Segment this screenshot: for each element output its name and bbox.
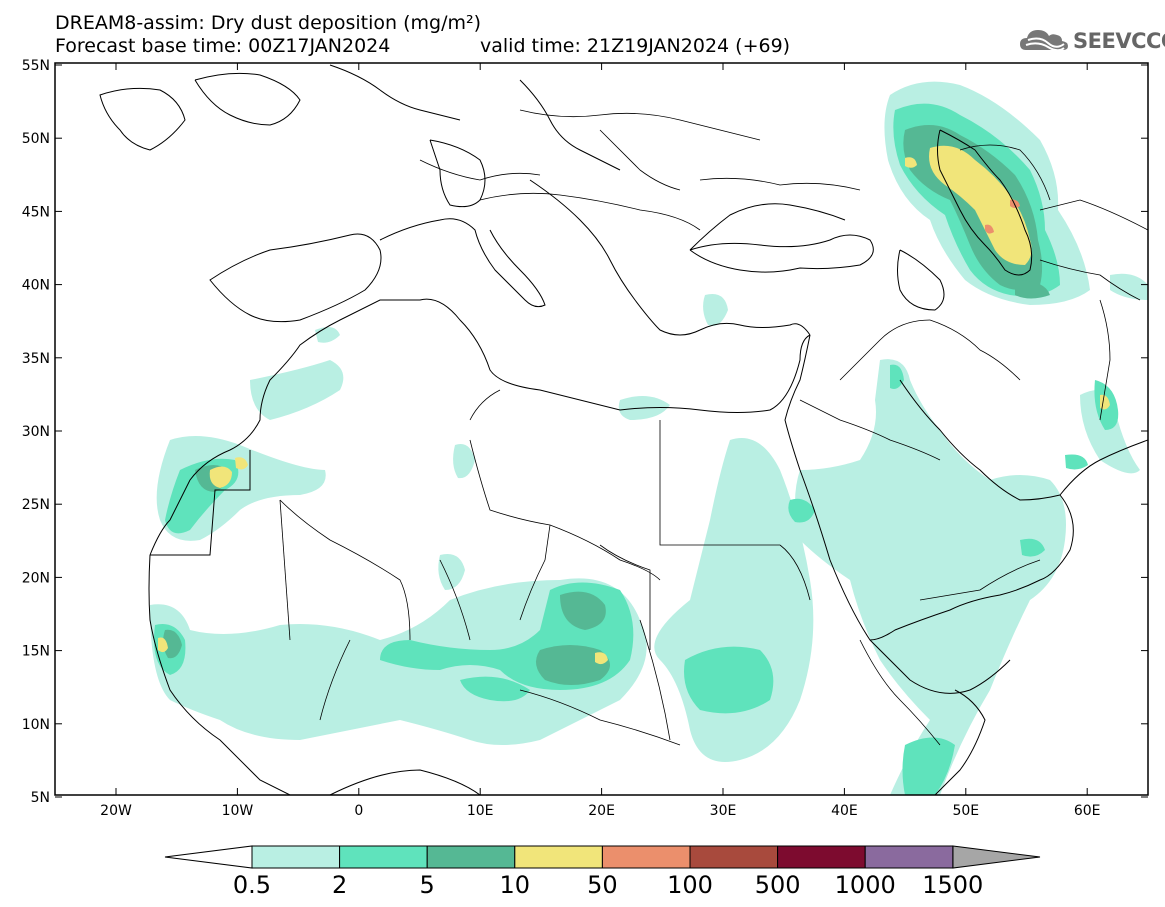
colorbar-left-arrow [164,845,253,869]
lon-axis: 20W 10W 0 10E 20E 30E 40E 50E 60E [100,63,1101,819]
colorbar-segment [777,845,866,869]
lon-label: 60E [1074,803,1101,819]
borders [279,109,1148,746]
lat-label: 20N [22,570,50,586]
lat-label: 35N [22,351,50,367]
colorbar: 0.5 2 5 10 50 100 500 1000 1500 [164,845,1041,899]
lat-label: 5N [31,790,50,806]
colorbar-label: 100 [667,871,713,899]
lat-label: 45N [22,204,50,220]
colorbar-label: 500 [755,871,801,899]
map-subtitle: Forecast base time: 00Z17JAN2024 valid ti… [55,35,790,57]
lon-label: 50E [952,803,979,819]
lon-label: 20E [588,803,615,819]
lat-label: 10N [22,717,50,733]
colorbar-segment [689,845,779,869]
colorbar-segment [426,845,516,869]
lat-label: 15N [22,644,50,660]
colorbar-segment [601,845,691,869]
colorbar-label: 2 [332,871,347,899]
colorbar-label: 1500 [922,871,983,899]
colorbar-label: 0.5 [233,871,271,899]
valid-time: valid time: 21Z19JAN2024 (+69) [480,35,791,57]
colorbar-segment [339,845,428,869]
lat-label: 40N [22,278,50,294]
lat-label: 50N [22,131,50,147]
logo-text: SEEVCCC [1073,29,1165,53]
colorbar-right-arrow [952,845,1041,869]
lon-label: 0 [354,803,363,819]
lat-label: 30N [22,424,50,440]
coastlines [99,64,1148,795]
lon-label: 10W [222,803,254,819]
title-text: DREAM8-assim: Dry dust deposition (mg/m²… [55,12,482,34]
colorbar-label: 50 [587,871,618,899]
lat-axis: 55N 50N 45N 40N 35N 30N 25N 20N 15N 10N 5N [22,58,1148,806]
dust-field [150,81,1148,795]
colorbar-segment [251,845,341,869]
lat-label: 25N [22,497,50,513]
colorbar-segment [514,845,603,869]
lon-label: 30E [710,803,737,819]
seevccc-logo: SEEVCCC [1018,26,1165,56]
cloud-icon [1020,30,1068,52]
colorbar-label: 10 [500,871,531,899]
colorbar-label: 5 [420,871,435,899]
lon-label: 10E [467,803,494,819]
base-time: Forecast base time: 00Z17JAN2024 [55,35,391,57]
map-title: DREAM8-assim: Dry dust deposition (mg/m²… [55,12,481,34]
lat-label: 55N [22,58,50,74]
colorbar-segment [864,845,954,869]
lon-label: 20W [100,803,132,819]
dust-level-50 [985,199,1020,234]
colorbar-label: 1000 [835,871,896,899]
lon-label: 40E [831,803,858,819]
